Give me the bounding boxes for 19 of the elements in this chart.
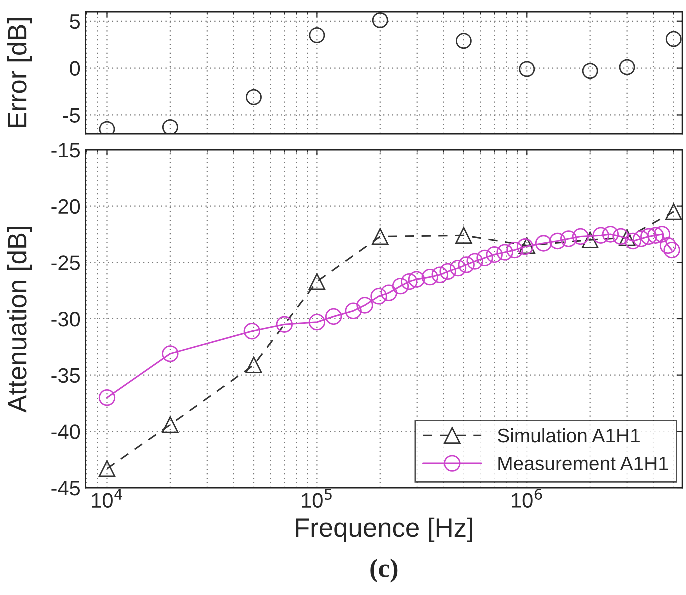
legend-label: Measurement A1H1: [498, 456, 668, 471]
y-tick-label: -35: [52, 368, 80, 384]
text: (c): [370, 558, 398, 583]
y-tick-label: -45: [52, 481, 80, 496]
y-tick-label: -5: [63, 108, 80, 123]
y-tick-label: -30: [52, 312, 80, 327]
y-tick-label: -20: [52, 199, 80, 214]
x-tick-label: 10$^{4}$: [92, 489, 122, 508]
x-axis-title: Frequence [Hz]: [296, 518, 472, 542]
y-axis-title: Attenuation [dB]: [7, 226, 32, 413]
y-tick-label: 5: [70, 14, 80, 30]
y-tick-label: 0: [70, 61, 80, 76]
y-tick-label: -15: [52, 143, 80, 158]
y-axis-title: Error [dB]: [7, 18, 32, 128]
y-tick-label: -25: [52, 256, 80, 270]
legend-label: Simulation A1H1: [498, 428, 640, 443]
y-tick-label: -40: [52, 424, 80, 440]
x-tick-label: 10$^{6}$: [512, 489, 542, 508]
x-tick-label: 10$^{5}$: [302, 489, 332, 508]
